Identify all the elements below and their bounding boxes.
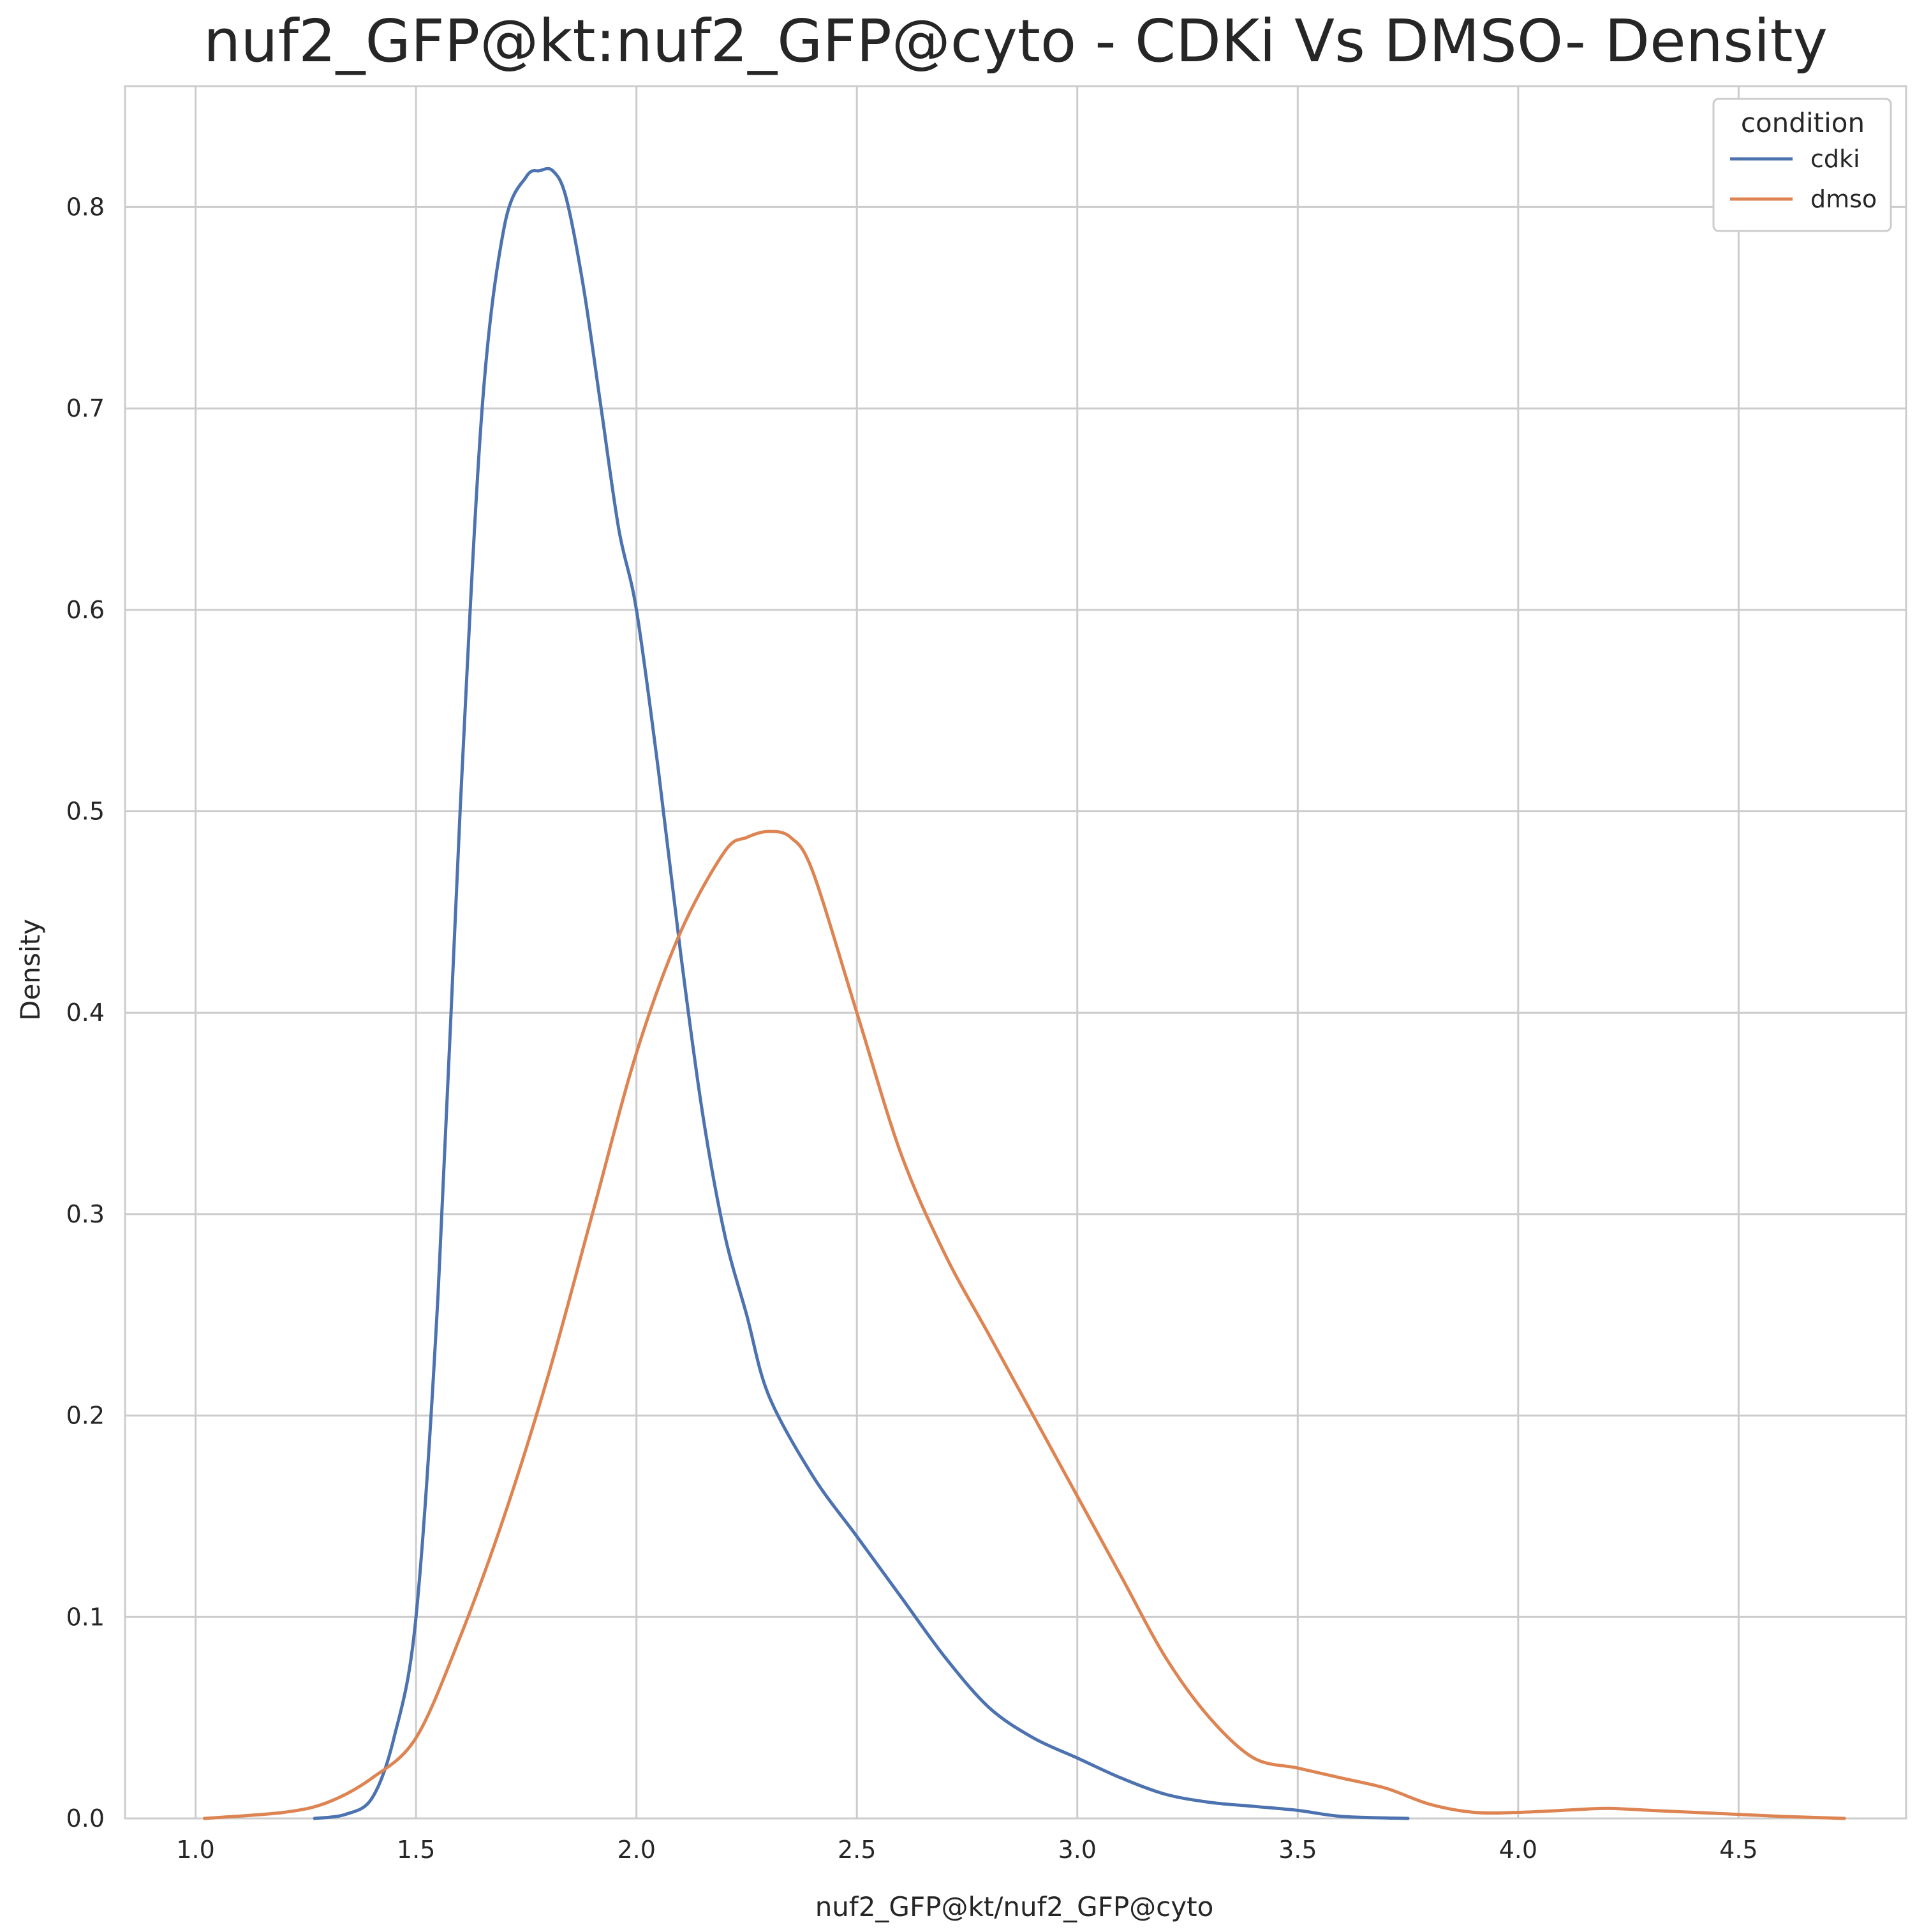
y-tick-label: 0.2 <box>66 1402 105 1430</box>
grid-lines <box>125 86 1906 1820</box>
x-tick-labels: 1.0 1.5 2.0 2.5 3.0 3.5 4.0 4.5 <box>176 1836 1758 1864</box>
y-tick-label: 0.1 <box>66 1603 105 1631</box>
x-tick-label: 1.0 <box>176 1836 214 1864</box>
y-tick-label: 0.3 <box>66 1200 105 1228</box>
y-tick-labels: 0.0 0.1 0.2 0.3 0.4 0.5 0.6 0.7 0.8 <box>66 193 105 1832</box>
x-tick-label: 2.5 <box>838 1836 876 1864</box>
x-tick-label: 4.5 <box>1719 1836 1758 1864</box>
y-axis-label: Density <box>15 919 46 1021</box>
density-lines <box>202 167 1846 1820</box>
x-tick-label: 2.0 <box>617 1836 655 1864</box>
legend: condition cdki dmso <box>1712 98 1892 232</box>
legend-label-cdki: cdki <box>1810 145 1860 173</box>
axes-spines <box>124 85 1907 1820</box>
y-tick-label: 0.4 <box>66 999 105 1027</box>
y-tick-label: 0.7 <box>66 394 105 422</box>
x-tick-label: 1.5 <box>397 1836 435 1864</box>
axes-frame <box>124 85 1907 1820</box>
legend-title: condition <box>1741 107 1865 138</box>
x-axis-label: nuf2_GFP@kt/nuf2_GFP@cyto <box>815 1891 1214 1922</box>
legend-entries: cdki dmso <box>1730 145 1877 213</box>
y-tick-label: 0.5 <box>66 798 105 826</box>
series-line-cdki <box>313 167 1410 1820</box>
x-tick-label: 4.0 <box>1499 1836 1537 1864</box>
y-tick-label: 0.8 <box>66 193 105 221</box>
y-tick-label: 0.6 <box>66 596 105 624</box>
chart-title: nuf2_GFP@kt:nuf2_GFP@cyto - CDKi Vs DMSO… <box>204 7 1828 75</box>
x-tick-label: 3.5 <box>1278 1836 1317 1864</box>
x-tick-label: 3.0 <box>1058 1836 1097 1864</box>
y-tick-label: 0.0 <box>66 1804 105 1832</box>
legend-label-dmso: dmso <box>1810 185 1877 213</box>
series-line-dmso <box>202 829 1846 1820</box>
